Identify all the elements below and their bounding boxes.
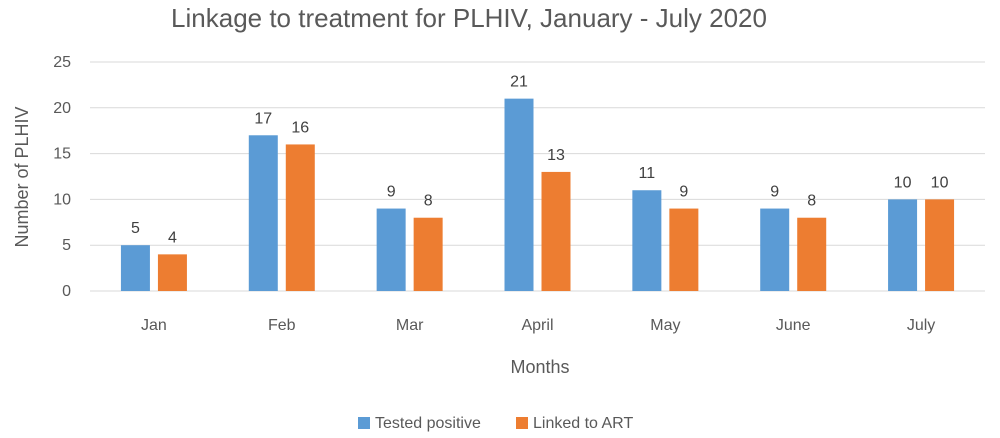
x-tick-label: July	[907, 317, 935, 334]
y-axis-title: Number of PLHIV	[12, 106, 32, 247]
bar	[413, 217, 443, 291]
x-tick-label: Feb	[268, 317, 296, 334]
data-label: 9	[387, 184, 396, 201]
bar	[157, 254, 187, 291]
x-tick-label: Jan	[141, 317, 167, 334]
data-label: 9	[679, 184, 688, 201]
data-label: 21	[510, 74, 528, 91]
x-axis-ticks: Jan Feb Mar April May June July	[141, 317, 935, 334]
x-tick-label: May	[650, 317, 680, 334]
data-label: 10	[931, 174, 949, 191]
bar	[632, 190, 662, 291]
bar	[248, 135, 278, 291]
data-labels: 5 4 17 16 9 8 21 13 11 9 9 8 10 10	[131, 74, 949, 247]
x-tick-label: Mar	[396, 317, 424, 334]
y-tick-label: 15	[53, 146, 71, 163]
data-label: 17	[254, 110, 272, 127]
gridlines	[90, 61, 985, 292]
y-tick-label: 5	[62, 237, 71, 254]
data-label: 4	[168, 229, 177, 246]
data-label: 8	[807, 193, 816, 210]
data-label: 13	[547, 147, 565, 164]
bar	[376, 208, 406, 291]
bar	[888, 199, 918, 291]
data-label: 11	[639, 165, 656, 182]
x-tick-label: June	[776, 317, 811, 334]
data-label: 16	[291, 119, 309, 136]
bar	[797, 217, 827, 291]
bar	[925, 199, 955, 291]
data-label: 9	[770, 184, 779, 201]
chart-title: Linkage to treatment for PLHIV, January …	[171, 3, 767, 33]
y-tick-label: 10	[53, 191, 71, 208]
y-tick-label: 0	[62, 283, 71, 300]
bar	[541, 171, 571, 291]
x-tick-label: April	[521, 317, 553, 334]
y-tick-label: 20	[53, 100, 71, 117]
x-axis-title: Months	[510, 357, 569, 377]
bar	[504, 98, 534, 291]
bar	[285, 144, 315, 291]
legend-label: Linked to ART	[533, 415, 633, 432]
bar	[120, 245, 150, 291]
legend: Tested positive Linked to ART	[358, 415, 633, 432]
legend-label: Tested positive	[375, 415, 481, 432]
y-axis-ticks: 0 5 10 15 20 25	[53, 54, 71, 300]
bar	[760, 208, 790, 291]
data-label: 5	[131, 220, 140, 237]
legend-swatch	[358, 417, 370, 429]
bars	[120, 98, 955, 291]
data-label: 8	[424, 193, 433, 210]
data-label: 10	[894, 174, 912, 191]
y-tick-label: 25	[53, 54, 71, 71]
legend-swatch	[516, 417, 528, 429]
bar	[669, 208, 699, 291]
